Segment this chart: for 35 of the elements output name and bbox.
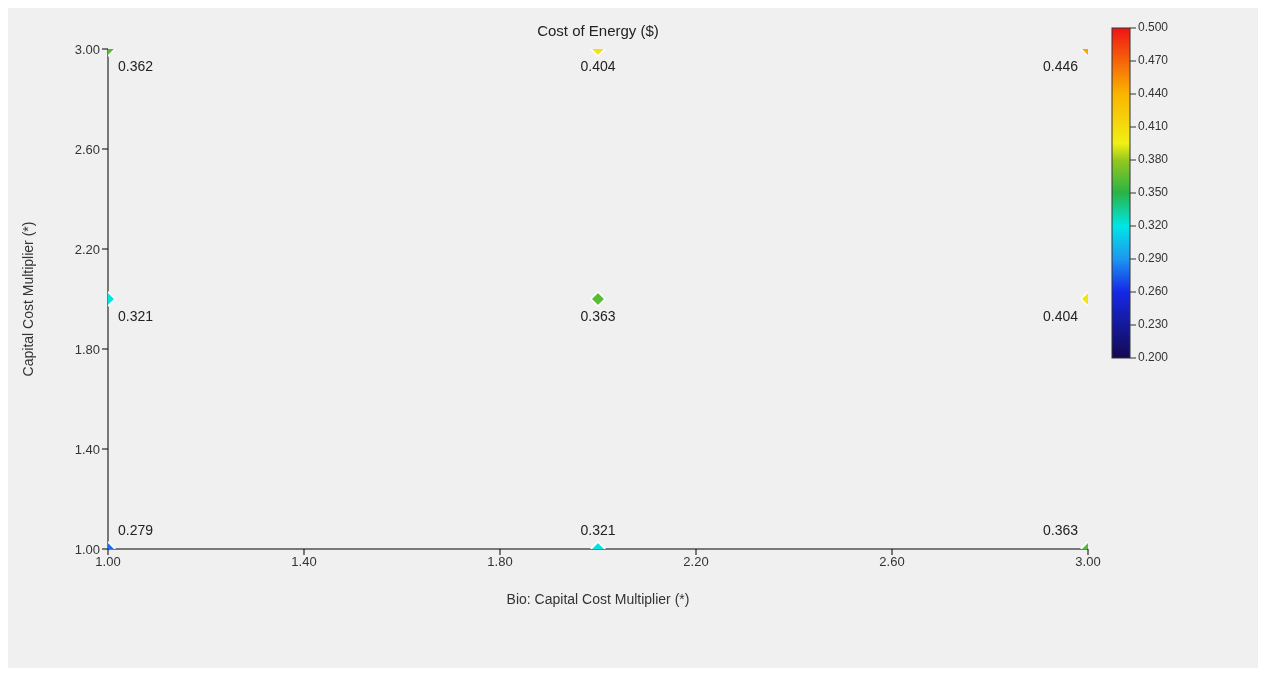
chart-title: Cost of Energy ($) <box>536 21 660 39</box>
color-bar-label: 0.500 <box>1138 20 1169 35</box>
color-bar-label: 0.380 <box>1138 152 1169 167</box>
x-axis-title: Bio: Capital Cost Multiplier (*) <box>506 591 690 607</box>
annotation: 0.363 <box>1042 522 1079 538</box>
annotation: 0.362 <box>118 58 154 74</box>
color-bar-label: 0.230 <box>1138 317 1169 332</box>
x-tick-label: 3.00 <box>1075 554 1101 570</box>
y-tick-label: 1.00 <box>74 541 100 557</box>
annotation: 0.446 <box>1042 58 1079 74</box>
y-tick-label: 1.40 <box>74 441 100 457</box>
y-tick-label: 1.80 <box>74 341 100 357</box>
x-tick-label: 1.00 <box>95 554 121 570</box>
y-axis-title: Capital Cost Multiplier (*) <box>19 221 36 377</box>
annotation: 0.279 <box>118 522 154 538</box>
color-bar-label: 0.260 <box>1138 284 1169 299</box>
x-tick-label: 1.80 <box>487 554 513 570</box>
y-tick-label: 2.60 <box>74 141 100 157</box>
x-tick-label: 2.20 <box>683 554 709 570</box>
annotation: 0.404 <box>580 58 616 74</box>
annotation: 0.321 <box>580 522 616 538</box>
color-bar-label: 0.440 <box>1138 86 1169 101</box>
y-tick-label: 2.20 <box>74 241 100 257</box>
color-bar-label: 0.290 <box>1138 251 1169 266</box>
x-tick-label: 2.60 <box>879 554 905 570</box>
color-bar-label: 0.320 <box>1138 218 1169 233</box>
color-bar-label: 0.410 <box>1138 119 1169 134</box>
annotation: 0.321 <box>118 308 154 324</box>
x-tick-label: 1.40 <box>291 554 317 570</box>
color-bar-label: 0.200 <box>1138 350 1169 365</box>
annotation: 0.363 <box>580 308 616 324</box>
color-bar-label: 0.470 <box>1138 53 1169 68</box>
y-tick-label: 3.00 <box>74 41 100 57</box>
annotation: 0.404 <box>1042 308 1079 324</box>
color-bar-label: 0.350 <box>1138 185 1169 200</box>
